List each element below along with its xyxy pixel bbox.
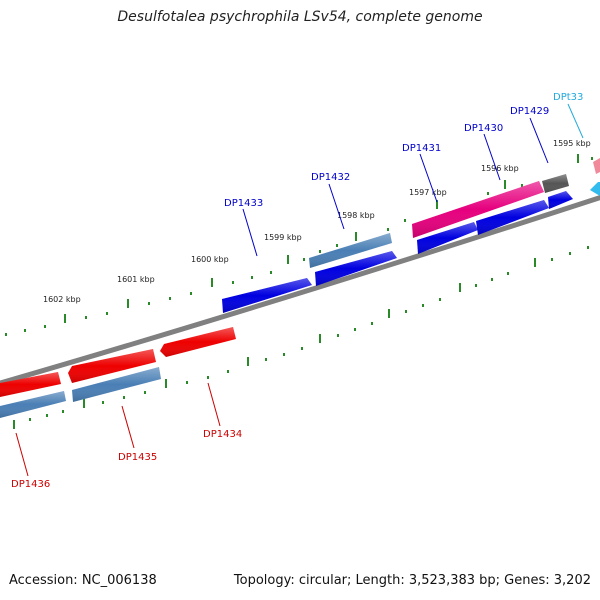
gene-dp1432-forward-upper [309,233,392,268]
forward-strand [222,158,600,313]
gene-dpt33-trna[interactable] [590,182,600,196]
gene-dp1436-reverse-lower [0,391,66,418]
leader-dp1429 [529,117,549,164]
bottom-leader-lines [15,382,221,477]
gene-label-dp1431[interactable]: DP1431 [402,143,441,154]
gene-dp1435-reverse-lower [72,367,161,402]
gene-label-dp1432[interactable]: DP1432 [311,172,350,183]
gene-dp1434-reverse [160,327,236,357]
leader-dp1436 [15,432,29,477]
scale-label: 1600 kbp [191,255,229,264]
leader-dp1432 [328,183,345,230]
scale-label: 1599 kbp [264,233,302,242]
gene-label-dp1429[interactable]: DP1429 [510,106,549,117]
gene-dp1432-forward-lower [315,251,397,286]
scale-label: 1597 kbp [409,188,447,197]
leader-dp1435 [121,405,135,449]
leader-dp1431 [419,153,438,203]
gene-label-dp1430[interactable]: DP1430 [464,123,503,134]
scale-label: 1601 kbp [117,275,155,284]
scale-label: 1602 kbp [43,295,81,304]
scale-label: 1598 kbp [337,211,375,220]
gene-dp1431-forward [412,181,544,238]
gene-label-dp1433[interactable]: DP1433 [224,198,263,209]
top-leader-lines [242,103,584,257]
gene-dp1435-reverse [68,349,156,383]
gene-label-dp1436[interactable]: DP1436 [11,479,50,490]
map-title: Desulfotalea psychrophila LSv54, complet… [117,9,483,25]
gene-grey-feature [542,174,569,193]
gene-dp1430-forward [476,200,549,235]
scale-label: 1596 kbp [481,164,519,173]
gene-label-dpt33[interactable]: DPt33 [553,92,583,103]
leader-dp1430 [483,133,501,181]
leader-dp1433 [242,208,258,257]
gene-pink-edge[interactable] [593,158,600,174]
gene-dp1433-forward [222,278,312,313]
gene-dp1429-forward [548,191,573,209]
genome-summary-text: Topology: circular; Length: 3,523,383 bp… [233,573,591,588]
scale-label: 1595 kbp [553,139,591,148]
lower-tick-row [13,246,589,429]
leader-dp1434 [207,382,221,427]
leader-dpt33 [567,103,584,139]
genome-backbone [0,194,600,386]
gene-dp1431-forward-lower [417,222,478,254]
reverse-strand [0,327,236,418]
gene-label-dp1435[interactable]: DP1435 [118,452,157,463]
upper-tick-row [5,154,593,336]
gene-label-dp1434[interactable]: DP1434 [203,429,242,440]
gene-dp1436-reverse [0,372,61,397]
accession-text: Accession: NC_006138 [9,573,157,588]
